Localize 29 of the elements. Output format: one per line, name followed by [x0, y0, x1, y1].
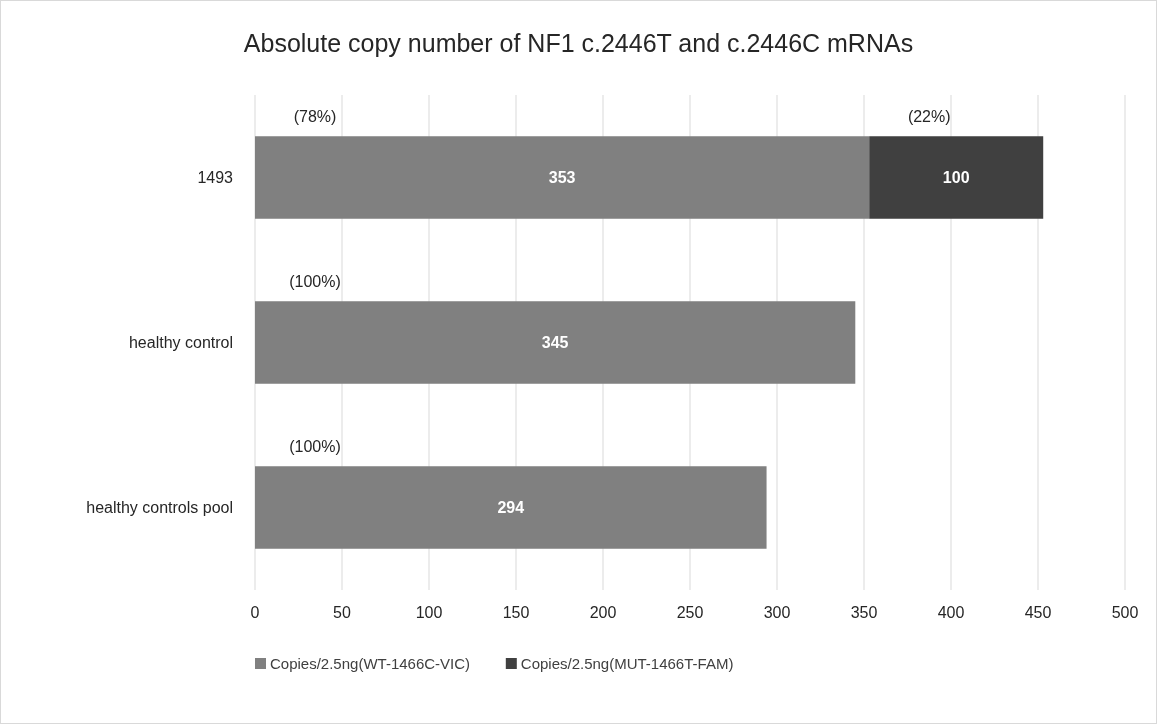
bar [255, 301, 856, 384]
x-tick-label: 50 [333, 604, 351, 621]
x-tick-label: 450 [1024, 604, 1052, 621]
annotation: (78%) [293, 108, 337, 126]
bar [255, 466, 767, 549]
x-tick-label: 400 [937, 604, 965, 621]
y-tick-label: healthy control [128, 334, 233, 352]
x-tick-label: 200 [589, 604, 617, 621]
x-tick-label: 350 [850, 604, 878, 621]
data-label: 294 [497, 499, 525, 517]
legend-label: Copies/2.5ng(MUT-1466T-FAM) [520, 655, 734, 673]
bar [869, 136, 1044, 219]
x-tick-label: 250 [676, 604, 704, 621]
chart-title: Absolute copy number of NF1 c.2446T and c.2446C mRNAs [243, 29, 914, 57]
x-tick-label: 500 [1111, 604, 1139, 621]
y-tick-label: healthy controls pool [86, 499, 233, 517]
data-label: 100 [942, 169, 970, 187]
data-label: 345 [541, 334, 569, 352]
data-label: 353 [548, 169, 576, 187]
x-tick-label: 0 [250, 604, 260, 621]
legend-label: Copies/2.5ng(WT-1466C-VIC) [270, 655, 471, 673]
annotation: (100%) [289, 438, 341, 456]
x-tick-label: 100 [415, 604, 443, 621]
annotation: (22%) [907, 108, 951, 126]
y-tick-label: 1493 [197, 169, 234, 187]
x-tick-label: 150 [502, 604, 530, 621]
x-tick-label: 300 [763, 604, 791, 621]
bar [255, 136, 870, 219]
annotation: (100%) [289, 273, 341, 291]
